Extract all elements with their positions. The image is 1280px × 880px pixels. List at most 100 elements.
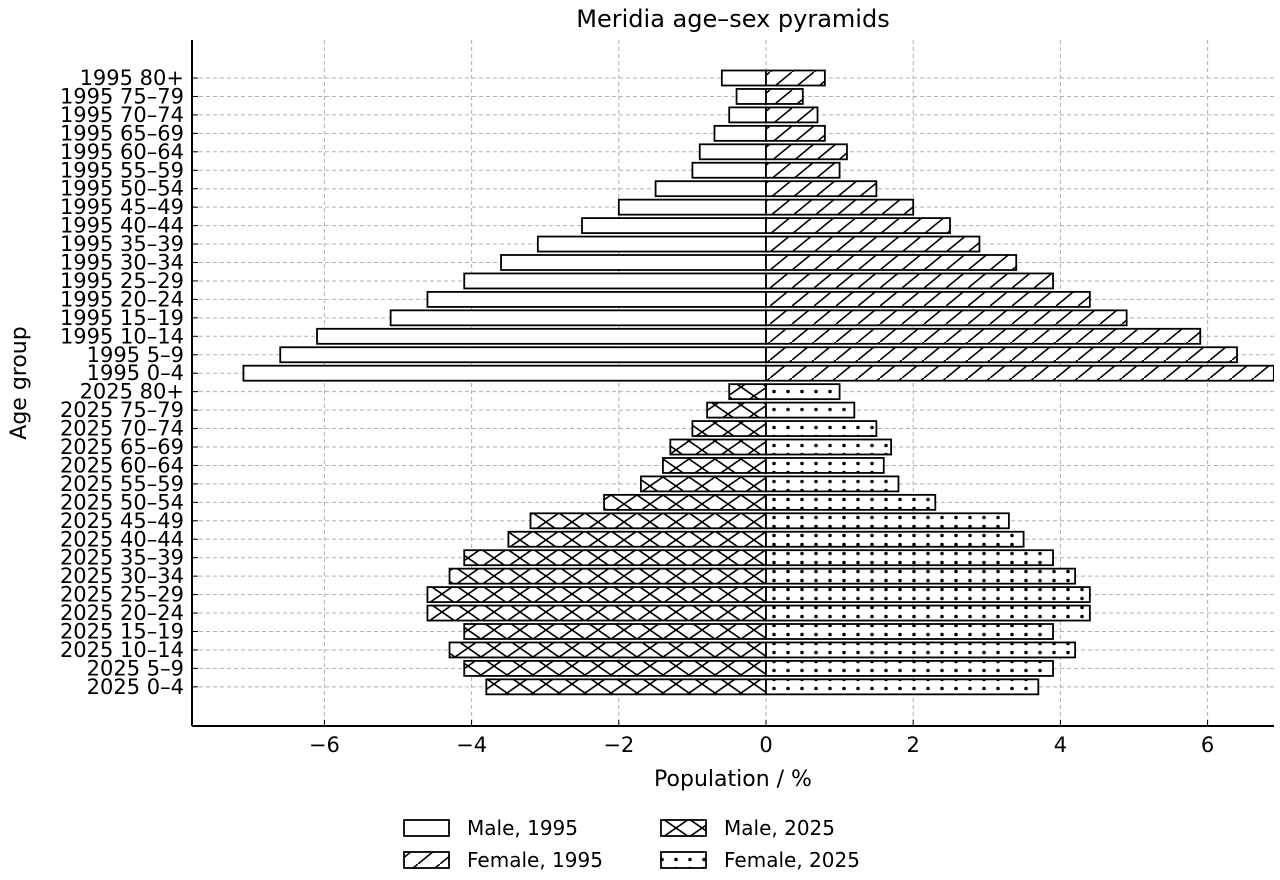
bar-male-2025 [426, 604, 767, 622]
bar-female-2025 [765, 567, 1077, 585]
y-axis-label: Age group [7, 326, 32, 439]
y-tick-label: 2025 65–69 [60, 435, 184, 459]
y-tick-label: 1995 15–19 [60, 306, 184, 330]
bar-male-1995 [713, 124, 767, 142]
bar-male-2025 [463, 549, 767, 567]
bar-female-1995 [765, 290, 1091, 308]
bar-female-1995 [765, 180, 878, 198]
bar-female-2025 [765, 623, 1054, 640]
bar-male-1995 [316, 327, 767, 345]
bar-female-1995 [765, 217, 951, 235]
bar-male-2025 [448, 567, 767, 585]
bar-female-2025 [765, 586, 1091, 603]
bar-female-1995 [765, 124, 826, 142]
bar-female-1995 [765, 309, 1128, 327]
y-tick-label: 1995 35–39 [60, 232, 184, 256]
legend-label: Male, 1995 [467, 816, 578, 840]
y-tick-label: 1995 65–69 [60, 121, 184, 145]
bar-male-2025 [669, 438, 767, 456]
y-tick-label: 1995 10–14 [60, 324, 184, 348]
y-tick-label: 2025 45–49 [60, 509, 184, 533]
y-tick-label: 2025 5–9 [87, 656, 184, 680]
x-tick-label: −4 [456, 733, 487, 757]
y-tick-label: 1995 50–54 [60, 177, 184, 201]
y-tick-label: 2025 20–24 [60, 601, 184, 625]
bar-male-1995 [735, 88, 767, 105]
bar-male-1995 [654, 180, 767, 198]
y-tick-label: 1995 80+ [80, 66, 184, 90]
bar-female-1995 [765, 364, 1274, 382]
bar-female-2025 [765, 401, 856, 419]
bar-male-2025 [507, 530, 767, 548]
y-tick-label: 1995 30–34 [60, 251, 184, 275]
x-axis-label: Population / % [654, 767, 812, 792]
bar-male-2025 [463, 660, 767, 677]
bar-male-1995 [536, 235, 767, 253]
bar-female-1995 [765, 161, 841, 179]
y-tick-label: 1995 75–79 [60, 84, 184, 108]
y-tick-label: 2025 70–74 [60, 417, 184, 441]
y-tick-label: 1995 0–4 [87, 361, 184, 385]
legend: Male, 1995 Female, 1995 Male, 2025 Female, … [403, 816, 860, 872]
bar-male-2025 [691, 420, 767, 437]
y-tick-label: 2025 80+ [80, 380, 184, 404]
bar-male-2025 [448, 641, 767, 659]
y-tick-label: 2025 0–4 [87, 675, 184, 699]
legend-label: Female, 2025 [724, 848, 860, 872]
chart-title: Meridia age–sex pyramids [576, 5, 889, 33]
bar-male-1995 [617, 198, 767, 216]
bar-female-2025 [765, 457, 885, 474]
bar-male-1995 [463, 272, 767, 290]
bar-female-1995 [765, 327, 1202, 345]
grid [192, 40, 1274, 726]
bar-male-1995 [426, 290, 767, 308]
legend-swatch [660, 851, 707, 869]
bar-female-2025 [765, 660, 1054, 677]
bar-female-1995 [765, 88, 804, 105]
y-tick-label: 2025 60–64 [60, 453, 184, 477]
y-tick-label: 1995 70–74 [60, 103, 184, 127]
x-tick-label: 2 [907, 733, 920, 757]
y-tick-label: 2025 55–59 [60, 472, 184, 496]
bar-female-1995 [765, 272, 1054, 290]
legend-label: Female, 1995 [467, 848, 603, 872]
bar-male-1995 [698, 143, 767, 161]
y-tick-label: 2025 75–79 [60, 398, 184, 422]
y-tick-label: 2025 30–34 [60, 564, 184, 588]
bar-female-2025 [765, 493, 937, 511]
bar-male-1995 [242, 364, 767, 382]
y-tick-label: 1995 25–29 [60, 269, 184, 293]
bar-male-1995 [691, 161, 767, 179]
y-tick-label: 2025 25–29 [60, 583, 184, 607]
bar-male-1995 [389, 309, 767, 327]
bar-female-2025 [765, 475, 900, 493]
bar-female-1995 [765, 235, 981, 253]
bar-male-2025 [639, 475, 767, 493]
bar-female-2025 [765, 641, 1077, 659]
bar-female-2025 [765, 604, 1091, 622]
bar-male-2025 [463, 623, 767, 640]
x-tick-label: −6 [309, 733, 340, 757]
bar-male-2025 [426, 586, 767, 603]
bar-female-2025 [765, 512, 1010, 530]
bar-female-1995 [765, 143, 848, 161]
bar-female-1995 [765, 198, 915, 216]
y-tick-label: 1995 55–59 [60, 158, 184, 182]
bar-female-2025 [765, 530, 1025, 548]
y-tick-label: 1995 45–49 [60, 195, 184, 219]
x-tick-label: −2 [603, 733, 634, 757]
bar-female-2025 [765, 438, 893, 456]
bar-female-2025 [765, 678, 1040, 696]
legend-label: Male, 2025 [724, 816, 835, 840]
bar-male-2025 [485, 678, 767, 696]
y-tick-label: 2025 15–19 [60, 620, 184, 644]
bar-male-1995 [279, 346, 767, 364]
y-tick-label: 2025 50–54 [60, 490, 184, 514]
bar-male-2025 [662, 457, 767, 474]
y-tick-label: 1995 20–24 [60, 287, 184, 311]
bar-male-1995 [728, 106, 767, 124]
bar-female-1995 [765, 254, 1018, 271]
bar-female-2025 [765, 420, 878, 437]
